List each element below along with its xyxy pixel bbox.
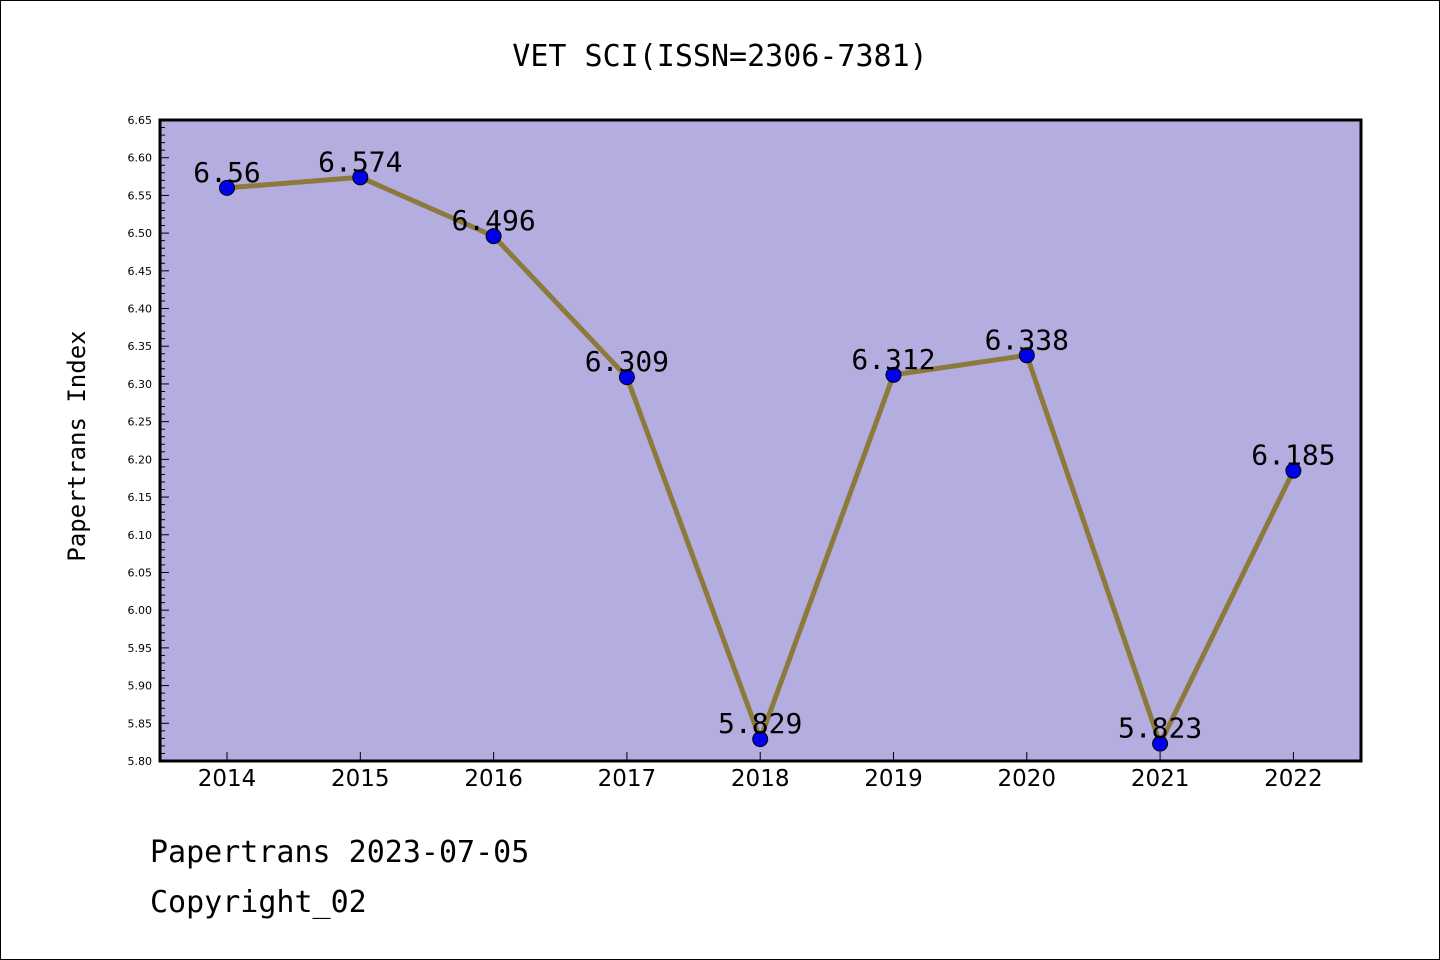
y-tick-label: 6.55 [128, 189, 153, 202]
data-label-2018: 5.829 [718, 707, 802, 740]
y-axis: 5.80 5.85 5.90 5.95 6.00 6.05 6.10 6.15 6.20 6.25… [128, 114, 169, 768]
data-point-2015 [352, 169, 369, 186]
data-point-2016 [485, 228, 502, 245]
series-papertrans-index [219, 169, 1302, 752]
data-label-2022: 6.185 [1251, 439, 1335, 472]
y-tick-label: 5.95 [128, 642, 153, 655]
y-tick-label: 6.10 [128, 529, 153, 542]
x-tick-label: 2021 [1131, 766, 1190, 792]
x-tick-label: 2018 [731, 766, 790, 792]
y-axis-label: Papertrans Index [63, 330, 91, 561]
data-point-2020 [1018, 347, 1035, 364]
y-tick-label: 6.15 [128, 491, 153, 504]
y-tick-label: 6.40 [128, 303, 153, 316]
y-tick-label: 6.25 [128, 416, 153, 429]
y-tick-label: 6.45 [128, 265, 153, 278]
x-tick-label: 2015 [331, 766, 390, 792]
data-label-2016: 6.496 [451, 204, 535, 237]
data-point-2019 [885, 366, 902, 383]
chart-title: VET SCI(ISSN=2306-7381) [512, 39, 927, 74]
data-labels: 6.56 6.574 6.496 6.309 5.829 6.312 6.338 5.823 6… [193, 145, 1335, 744]
y-tick-label: 5.85 [128, 717, 153, 730]
x-tick-label: 2020 [998, 766, 1057, 792]
data-label-2014: 6.56 [193, 156, 260, 189]
y-tick-label: 5.80 [128, 755, 153, 768]
y-tick-label: 5.90 [128, 680, 153, 693]
data-label-2015: 6.574 [318, 145, 402, 178]
data-point-2014 [219, 179, 235, 196]
data-point-2022 [1285, 462, 1302, 479]
data-point-2017 [618, 369, 635, 386]
y-tick-label: 6.35 [128, 340, 153, 353]
plot-area [158, 118, 1363, 763]
footer-copyright: Copyright_02 [150, 885, 367, 920]
y-tick-label: 6.65 [128, 114, 153, 127]
x-tick-label: 2014 [198, 766, 257, 792]
footer-date: Papertrans 2023-07-05 [150, 835, 530, 870]
data-point-2021 [1152, 735, 1169, 752]
data-label-2019: 6.312 [851, 343, 935, 376]
x-tick-label: 2022 [1264, 766, 1323, 792]
x-tick-label: 2016 [464, 766, 523, 792]
y-tick-label: 6.20 [128, 453, 153, 466]
y-tick-label: 6.60 [128, 152, 153, 165]
x-axis: 2014 2015 2016 2017 2018 2019 2020 2021 2022 [198, 752, 1323, 792]
data-point-2018 [752, 731, 769, 748]
data-label-2021: 5.823 [1118, 712, 1202, 745]
data-label-2017: 6.309 [585, 345, 669, 378]
x-tick-label: 2019 [864, 766, 923, 792]
y-tick-label: 6.50 [128, 227, 153, 240]
y-tick-label: 6.05 [128, 566, 153, 579]
y-tick-label: 6.00 [128, 604, 153, 617]
x-tick-label: 2017 [598, 766, 657, 792]
data-label-2020: 6.338 [985, 323, 1069, 356]
y-tick-label: 6.30 [128, 378, 153, 391]
